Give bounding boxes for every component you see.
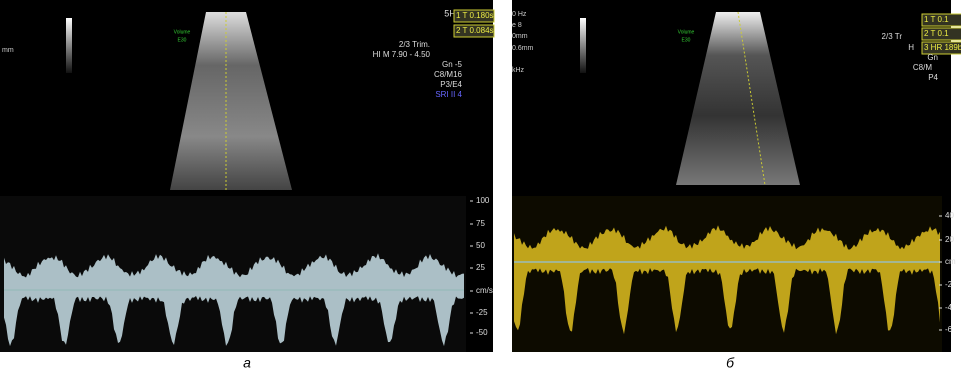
setting: Gn — [927, 53, 938, 62]
scale-label: 20 — [945, 235, 954, 244]
scale-label: cm — [945, 257, 956, 266]
preset-label: Volume — [174, 29, 191, 35]
side-label: 0 Hz — [512, 11, 527, 18]
scale-label: -2 — [945, 280, 953, 289]
measurement: 3 HR 189b — [924, 43, 961, 52]
measurement: 1 T 0.1 — [924, 15, 949, 24]
side-label: e 8 — [512, 22, 522, 29]
setting: P4 — [928, 73, 938, 82]
scale-label: -6 — [945, 325, 953, 334]
scale-label: 75 — [476, 219, 485, 228]
figure: mmVolumeE305H1 T 0.180s2 T 0.084s2/3 Tri… — [0, 0, 961, 374]
setting: H — [908, 43, 914, 52]
gray-bar — [580, 18, 586, 73]
scale-label: 40 — [945, 211, 954, 220]
setting: 2/3 Trim. — [399, 40, 430, 49]
side-label: 0mm — [512, 33, 528, 40]
scale-label: 50 — [476, 241, 485, 250]
scale-label: -4 — [945, 303, 953, 312]
preset-label: E30 — [178, 37, 187, 43]
setting: C8/M16 — [434, 70, 463, 79]
scale-label: -25 — [476, 308, 488, 317]
panel-b: 0 Hz e 8 0mm 0.6mm kHz Volume E30 1 T 0.1 2 T 0.… — [512, 0, 961, 352]
caption: а — [243, 355, 251, 371]
setting: HI M 7.90 - 4.50 — [373, 50, 431, 59]
side-label: mm — [2, 47, 14, 54]
mode-label: SRI II 4 — [435, 90, 462, 99]
setting: C8/M — [913, 63, 932, 72]
setting: 2/3 Tr — [882, 32, 903, 41]
preset-label: E30 — [682, 37, 691, 43]
scale-label: 25 — [476, 263, 485, 272]
measurement: 1 T 0.180s — [456, 11, 494, 20]
preset-label: Volume — [678, 29, 695, 35]
measurement: 2 T 0.1 — [924, 29, 949, 38]
scale-label: cm/s — [476, 286, 493, 295]
caption: б — [726, 355, 735, 371]
side-label: kHz — [512, 67, 525, 74]
measurement: 2 T 0.084s — [456, 26, 494, 35]
scale-label: 100 — [476, 196, 490, 205]
setting: Gn -5 — [442, 60, 463, 69]
scale-label: -50 — [476, 328, 488, 337]
setting: P3/E4 — [440, 80, 462, 89]
side-label: 0.6mm — [512, 45, 534, 52]
gray-bar — [66, 18, 72, 73]
